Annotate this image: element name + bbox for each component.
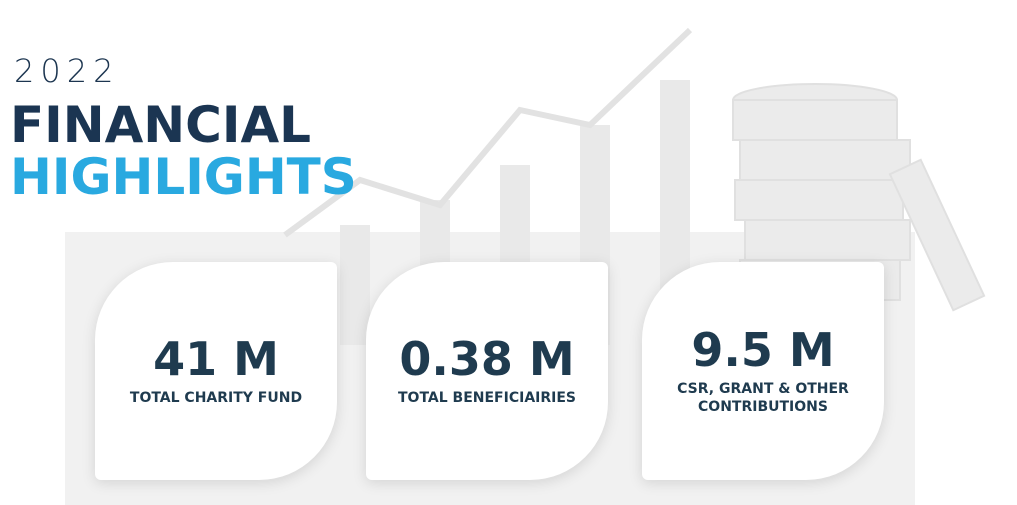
stat-label: TOTAL BENEFICIAIRIES bbox=[380, 389, 595, 407]
page: {"header": {"year": "2022", "line1": "FI… bbox=[0, 0, 1017, 505]
title-year: 2022 bbox=[14, 52, 119, 90]
stat-value: 9.5 M bbox=[691, 326, 834, 374]
stat-label: TOTAL CHARITY FUND bbox=[109, 389, 324, 407]
stat-value: 0.38 M bbox=[399, 335, 574, 383]
stat-value: 41 M bbox=[153, 335, 279, 383]
title-line: HIGHLIGHTS bbox=[10, 148, 357, 206]
stat-card: 41 M TOTAL CHARITY FUND bbox=[95, 262, 337, 480]
stat-card: 0.38 M TOTAL BENEFICIAIRIES bbox=[366, 262, 608, 480]
stat-label: CSR, GRANT & OTHER CONTRIBUTIONS bbox=[656, 380, 871, 416]
title-line: FINANCIAL bbox=[10, 96, 311, 154]
stat-card: 9.5 M CSR, GRANT & OTHER CONTRIBUTIONS bbox=[642, 262, 884, 480]
